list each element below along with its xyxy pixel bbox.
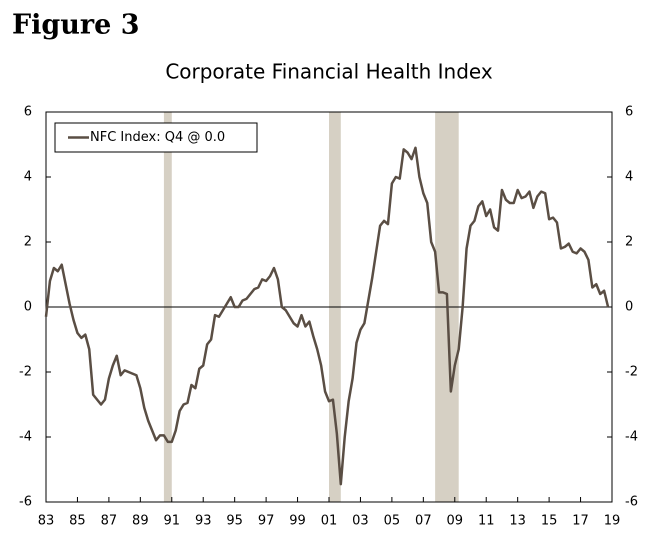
y-tick-label: 4 xyxy=(24,170,32,185)
y2-tick-label: 2 xyxy=(625,235,633,250)
y2-tick-label: -2 xyxy=(625,365,638,380)
x-tick-label: 89 xyxy=(132,514,149,529)
x-tick-label: 91 xyxy=(164,514,181,529)
x-tick-label: 99 xyxy=(289,514,306,529)
x-tick-label: 95 xyxy=(226,514,243,529)
x-tick-label: 17 xyxy=(572,514,589,529)
x-tick-label: 19 xyxy=(604,514,621,529)
chart-title: Corporate Financial Health Index xyxy=(165,60,493,84)
series-line xyxy=(44,146,610,486)
x-tick-label: 87 xyxy=(101,514,118,529)
x-tick-label: 03 xyxy=(352,514,369,529)
x-tick-label: 11 xyxy=(478,514,495,529)
figure-heading: Figure 3 xyxy=(12,10,140,41)
x-tick-label: 15 xyxy=(541,514,558,529)
x-tick-label: 05 xyxy=(384,514,401,529)
y-tick-label: -4 xyxy=(19,430,32,445)
y2-tick-label: -6 xyxy=(625,495,638,510)
x-tick-label: 83 xyxy=(38,514,55,529)
x-tick-label: 13 xyxy=(509,514,526,529)
x-tick-label: 07 xyxy=(415,514,432,529)
x-tick-label: 97 xyxy=(258,514,275,529)
y-tick-label: 6 xyxy=(24,105,32,120)
y2-tick-label: -4 xyxy=(625,430,638,445)
y-tick-label: 2 xyxy=(24,235,32,250)
x-tick-label: 93 xyxy=(195,514,212,529)
legend-label: NFC Index: Q4 @ 0.0 xyxy=(90,130,225,145)
y2-tick-label: 6 xyxy=(625,105,633,120)
y-tick-label: -2 xyxy=(19,365,32,380)
x-tick-label: 01 xyxy=(321,514,338,529)
y2-tick-label: 4 xyxy=(625,170,633,185)
x-tick-label: 85 xyxy=(69,514,86,529)
x-tick-label: 09 xyxy=(447,514,464,529)
y-tick-label: -6 xyxy=(19,495,32,510)
y-tick-label: 0 xyxy=(24,300,32,315)
y2-tick-label: 0 xyxy=(625,300,633,315)
